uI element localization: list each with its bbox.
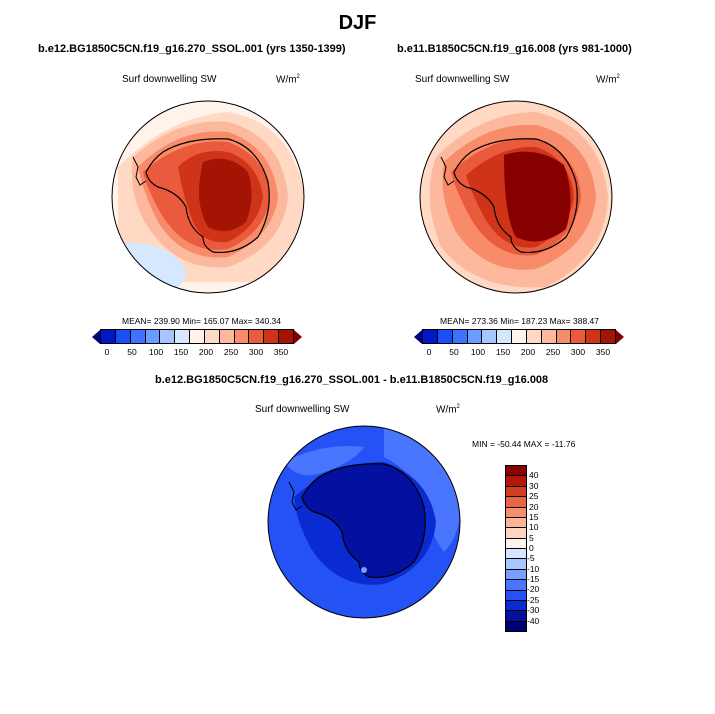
diff-colorbar	[505, 465, 527, 632]
colorbar-tick: -25	[527, 595, 540, 605]
panel2-colorbar	[414, 329, 624, 344]
colorbar-tick: 20	[529, 502, 539, 512]
diff-subtitle: b.e12.BG1850C5CN.f19_g16.270_SSOL.001 - …	[155, 374, 549, 386]
colorbar-tick: 250	[223, 347, 239, 357]
colorbar-tick: 15	[529, 512, 539, 522]
colorbar-tick: -5	[527, 553, 535, 563]
colorbar-tick: 150	[173, 347, 189, 357]
panel1-polar-map	[111, 100, 305, 294]
colorbar-tick: 5	[529, 533, 534, 543]
colorbar-tick: 300	[248, 347, 264, 357]
figure-title: DJF	[338, 12, 377, 34]
panel2-subtitle: b.e11.B1850C5CN.f19_g16.008 (yrs 981-100…	[397, 43, 632, 55]
colorbar-tick: 0	[426, 347, 432, 357]
diff-stats: MIN = -50.44 MAX = -11.76	[472, 439, 576, 449]
colorbar-tick: 200	[520, 347, 536, 357]
colorbar-tick: 300	[570, 347, 586, 357]
diff-variable-label: Surf downwelling SW	[255, 404, 350, 415]
colorbar-tick: -40	[527, 616, 540, 626]
diff-units: W/m2	[436, 404, 460, 416]
colorbar-tick: 10	[529, 522, 539, 532]
colorbar-tick: 40	[529, 470, 539, 480]
panel2-units: W/m2	[596, 74, 620, 86]
colorbar-tick: 25	[529, 491, 539, 501]
panel1-variable-label: Surf downwelling SW	[122, 74, 217, 85]
panel2-polar-map	[419, 100, 613, 294]
panel2-stats: MEAN= 273.36 Min= 187.23 Max= 388.47	[440, 316, 600, 326]
colorbar-tick: 0	[104, 347, 110, 357]
colorbar-low-triangle	[92, 329, 100, 344]
colorbar-tick: 200	[198, 347, 214, 357]
colorbar-tick: 350	[595, 347, 611, 357]
colorbar-low-triangle	[414, 329, 422, 344]
colorbar-tick: 100	[470, 347, 486, 357]
colorbar-tick: -20	[527, 584, 540, 594]
colorbar-tick: 250	[545, 347, 561, 357]
colorbar-high-triangle	[616, 329, 624, 344]
colorbar-tick: -10	[527, 564, 540, 574]
colorbar-tick: 350	[273, 347, 289, 357]
colorbar-tick: 30	[529, 481, 539, 491]
panel2-variable-label: Surf downwelling SW	[415, 74, 510, 85]
colorbar-tick: -15	[527, 574, 540, 584]
colorbar-tick: 150	[495, 347, 511, 357]
panel1-colorbar	[92, 329, 302, 344]
colorbar-high-triangle	[294, 329, 302, 344]
colorbar-tick: 100	[148, 347, 164, 357]
colorbar-tick: -30	[527, 605, 540, 615]
panel1-subtitle: b.e12.BG1850C5CN.f19_g16.270_SSOL.001 (y…	[38, 43, 346, 55]
colorbar-tick: 50	[127, 347, 137, 357]
panel1-stats: MEAN= 239.90 Min= 165.07 Max= 340.34	[122, 316, 282, 326]
colorbar-tick: 0	[529, 543, 534, 553]
diff-polar-map	[267, 425, 461, 619]
colorbar-tick: 50	[449, 347, 459, 357]
panel1-units: W/m2	[276, 74, 300, 86]
